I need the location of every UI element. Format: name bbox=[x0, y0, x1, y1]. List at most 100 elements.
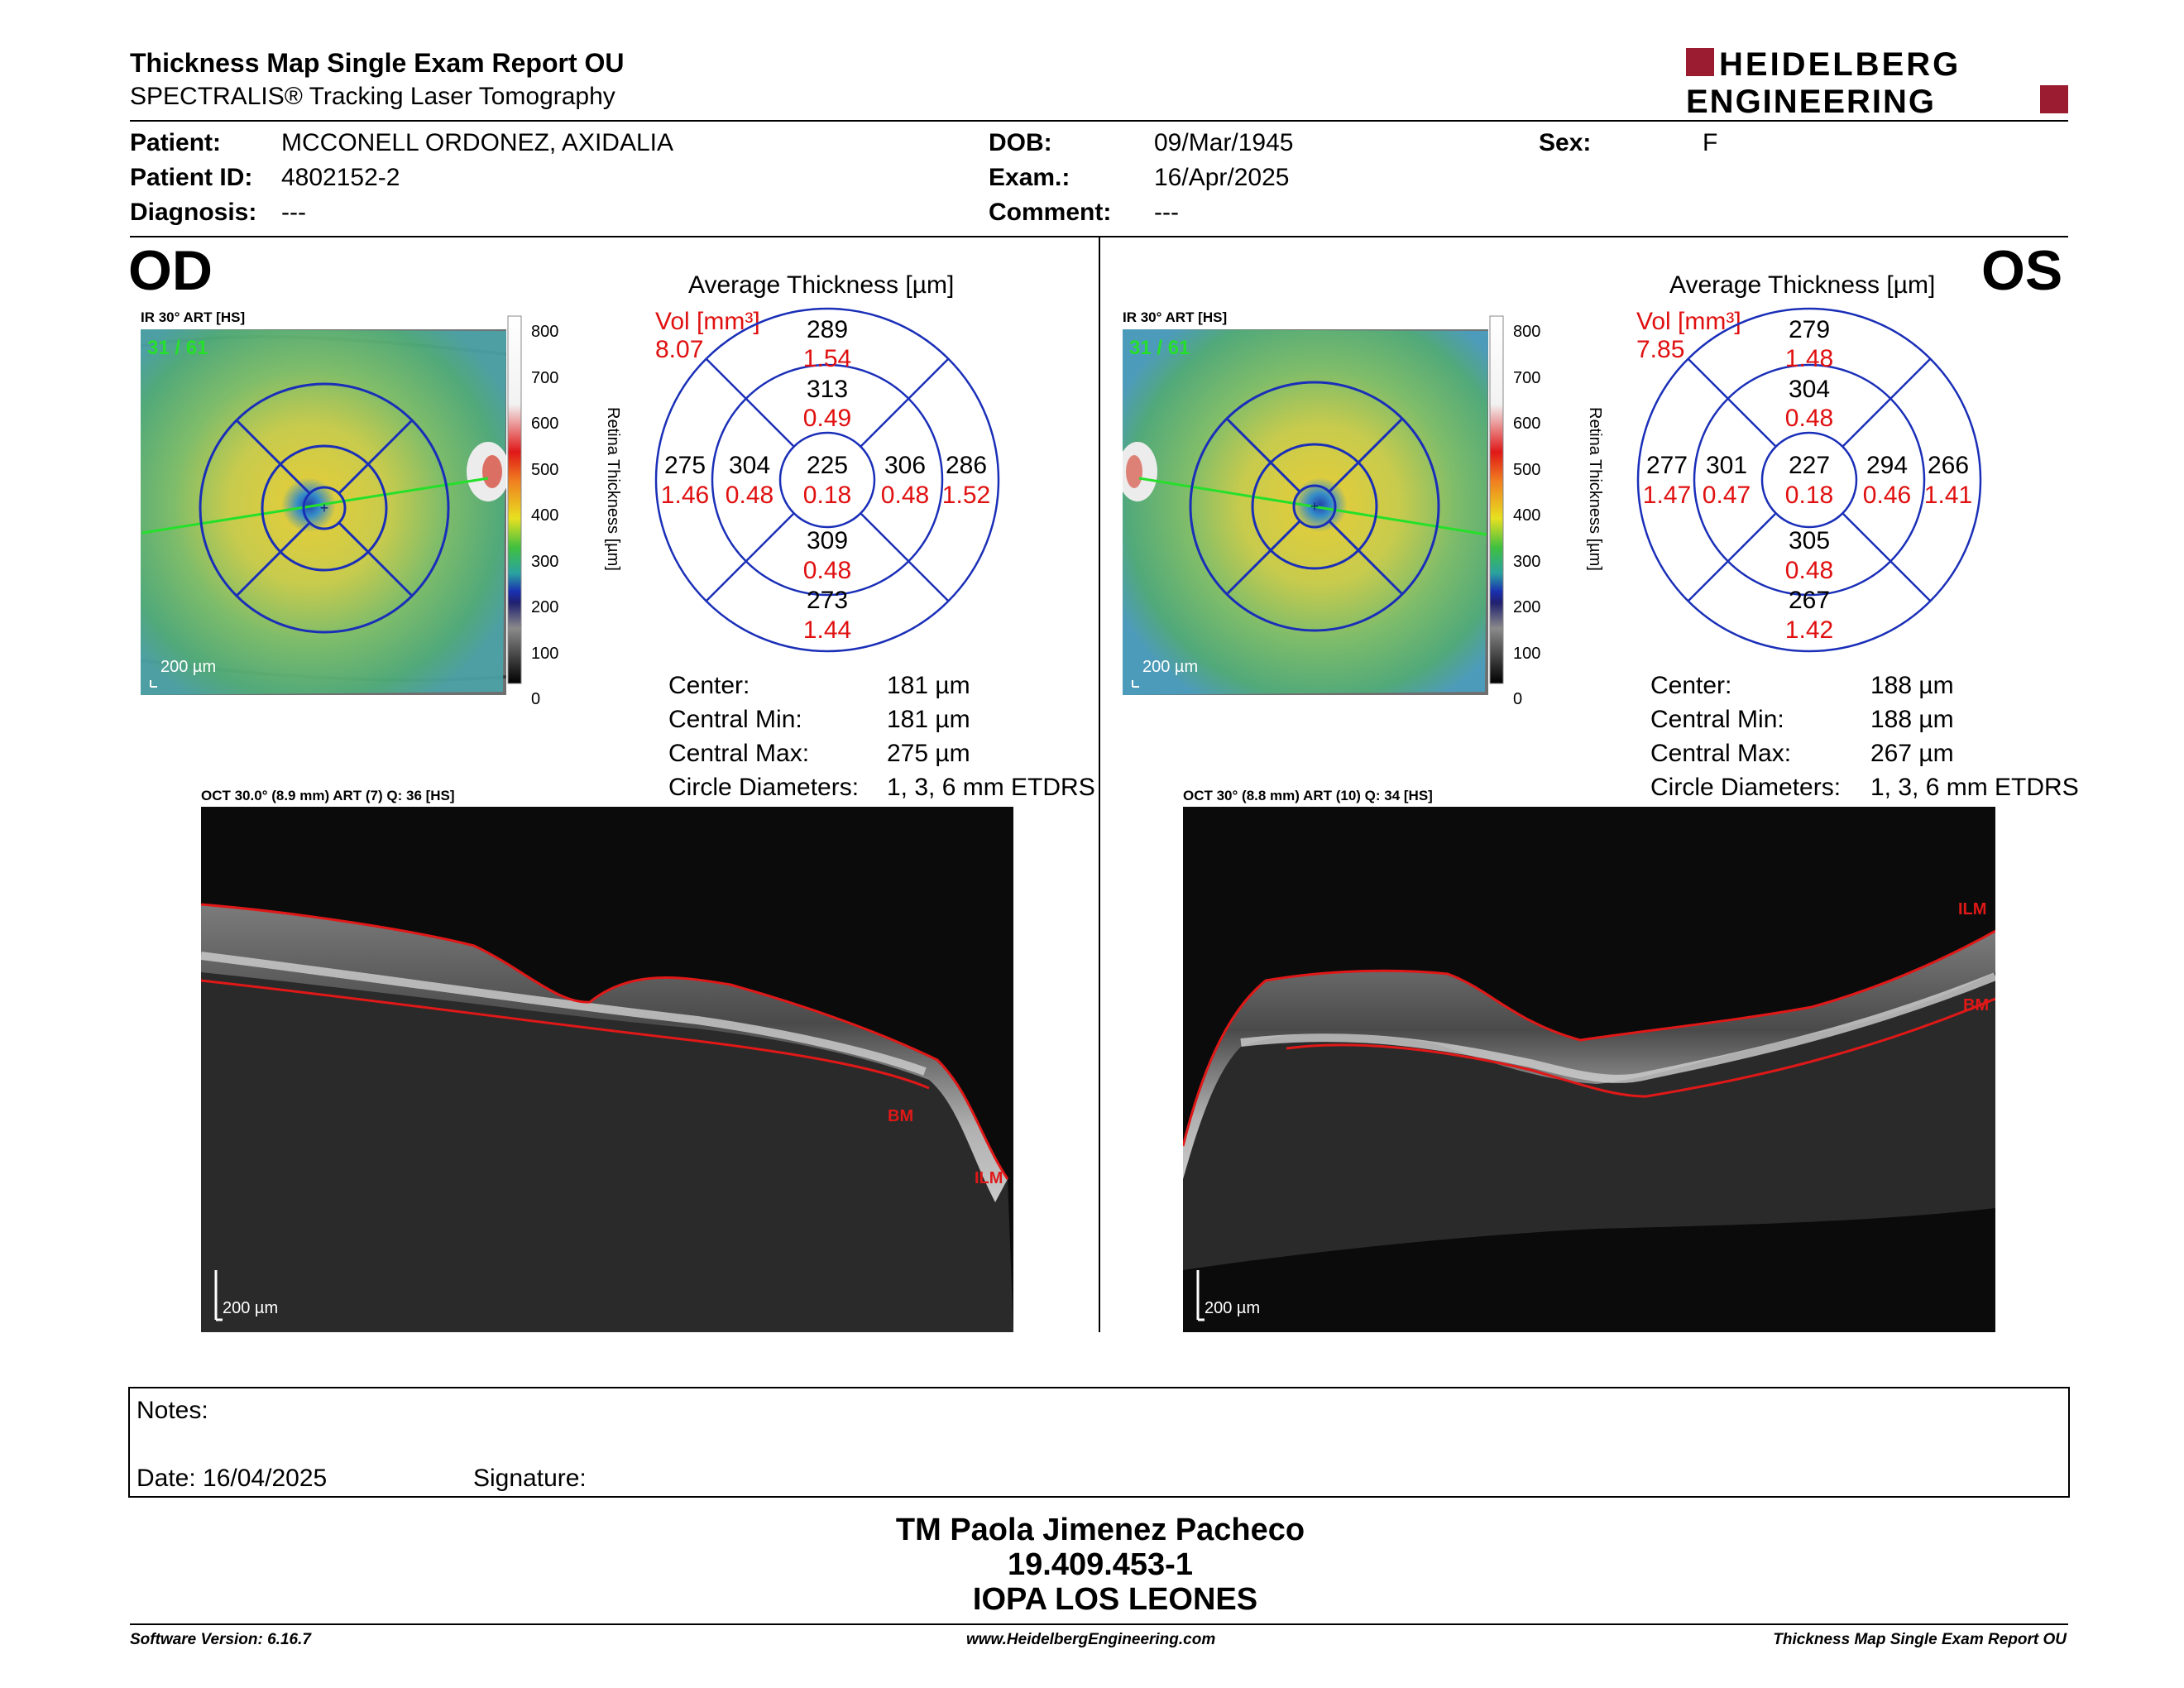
os-fundus-thickness-map: + 31 / 61 200 µm bbox=[1118, 329, 1488, 695]
od-vol-total: 8.07 bbox=[655, 336, 704, 363]
notes-box[interactable]: Notes: Date: 16/04/2025 Signature: bbox=[128, 1387, 2070, 1498]
os-stats-values: 188 µm 188 µm 267 µm 1, 3, 6 mm ETDRS bbox=[1870, 669, 2079, 804]
os-cbar-tick: 400 bbox=[1513, 506, 1541, 525]
os-cbar-tick: 700 bbox=[1513, 368, 1541, 387]
od-stat-label: Circle Diameters: bbox=[668, 774, 860, 801]
od-colorbar-ticks: 800 700 600 500 400 300 200 100 0 bbox=[531, 309, 558, 723]
website-link[interactable]: www.HeidelbergEngineering.com bbox=[966, 1631, 1216, 1648]
header-divider bbox=[130, 120, 2068, 122]
os-inner-inf: 305 bbox=[1789, 527, 1830, 554]
os-cbar-tick: 200 bbox=[1513, 598, 1541, 616]
os-eye-label: OS bbox=[1981, 239, 2063, 302]
footer-report-name: Thickness Map Single Exam Report OU bbox=[1773, 1631, 2067, 1648]
os-etdrs-grid: 279 1.48 304 0.48 227 0.18 277 1.47 301 … bbox=[1636, 306, 1983, 654]
os-ir-scale-bar: 200 µm bbox=[1142, 658, 1198, 676]
od-cbar-tick: 600 bbox=[531, 415, 559, 433]
os-ir-label: IR 30° ART [HS] bbox=[1123, 309, 1228, 325]
os-cbar-tick: 500 bbox=[1513, 460, 1541, 479]
signature-label: Signature: bbox=[473, 1465, 587, 1492]
os-colorbar-ticks: 800 700 600 500 400 300 200 100 0 bbox=[1513, 309, 1540, 723]
os-oct-scale: 200 µm bbox=[1205, 1299, 1260, 1317]
os-stat-value: 188 µm bbox=[1870, 706, 1954, 733]
os-cbar-tick: 0 bbox=[1513, 690, 1523, 708]
os-outer-nas: 266 bbox=[1928, 452, 1969, 479]
od-outer-inf: 273 bbox=[807, 587, 848, 614]
od-outer-temp: 275 bbox=[664, 452, 706, 479]
od-cbar-tick: 100 bbox=[531, 644, 559, 663]
os-cbar-tick: 300 bbox=[1513, 552, 1541, 571]
od-outer-nas-vol: 1.52 bbox=[942, 482, 990, 509]
od-stat-label: Central Max: bbox=[668, 740, 810, 767]
od-inner-temp-vol: 0.48 bbox=[726, 482, 774, 509]
patient-divider bbox=[130, 236, 2068, 237]
od-cbar-tick: 800 bbox=[531, 323, 559, 341]
heidelberg-logo: HEIDELBERG ENGINEERING bbox=[1686, 43, 2068, 120]
dob-value: 09/Mar/1945 bbox=[1154, 129, 1294, 156]
os-center-vol: 0.18 bbox=[1785, 482, 1833, 509]
diagnosis-value: --- bbox=[281, 199, 306, 226]
svg-text:+: + bbox=[320, 500, 329, 516]
os-vol-total: 7.85 bbox=[1636, 336, 1685, 363]
os-ilm-label: ILM bbox=[1958, 900, 1986, 918]
od-eye-label: OD bbox=[128, 239, 213, 302]
eye-divider bbox=[1099, 237, 1100, 1332]
od-cbar-tick: 500 bbox=[531, 460, 559, 479]
os-stat-value: 1, 3, 6 mm ETDRS bbox=[1870, 774, 2079, 801]
od-center: 225 bbox=[807, 452, 848, 479]
od-stats-labels: Center: Central Min: Central Max: Circle… bbox=[668, 669, 859, 804]
od-inner-inf-vol: 0.48 bbox=[803, 557, 851, 584]
od-oct-bscan: BM ILM 200 µm bbox=[201, 807, 1013, 1332]
os-inner-inf-vol: 0.48 bbox=[1785, 557, 1833, 584]
logo-line1: HEIDELBERG bbox=[1719, 46, 1961, 83]
patient-id: 4802152-2 bbox=[281, 164, 400, 191]
report-subtitle: SPECTRALIS® Tracking Laser Tomography bbox=[130, 83, 615, 110]
os-ir-counter: 31 / 61 bbox=[1129, 337, 1190, 359]
sex-label: Sex: bbox=[1539, 129, 1592, 156]
os-stat-label: Center: bbox=[1650, 672, 1732, 699]
od-cbar-tick: 300 bbox=[531, 552, 559, 571]
os-outer-sup: 279 bbox=[1789, 316, 1830, 343]
os-outer-sup-vol: 1.48 bbox=[1785, 345, 1833, 372]
patient-label: Patient: bbox=[130, 129, 222, 156]
signer-id: 19.409.453-1 bbox=[1008, 1547, 1193, 1582]
os-stat-value: 188 µm bbox=[1870, 672, 1954, 699]
od-stats-values: 181 µm 181 µm 275 µm 1, 3, 6 mm ETDRS bbox=[887, 669, 1095, 804]
od-cbar-tick: 700 bbox=[531, 368, 559, 387]
os-stat-label: Circle Diameters: bbox=[1650, 774, 1842, 801]
od-stat-value: 275 µm bbox=[887, 740, 970, 767]
od-inner-temp: 304 bbox=[729, 452, 770, 479]
od-cbar-tick: 200 bbox=[531, 598, 559, 616]
od-cbar-tick: 0 bbox=[531, 690, 541, 708]
exam-label: Exam.: bbox=[989, 164, 1070, 191]
os-cbar-tick: 100 bbox=[1513, 644, 1541, 663]
od-fundus-thickness-map: + 31 / 61 200 µm bbox=[140, 329, 510, 695]
od-oct-label: OCT 30.0° (8.9 mm) ART (7) Q: 36 [HS] bbox=[201, 788, 455, 803]
notes-label: Notes: bbox=[136, 1397, 208, 1424]
os-inner-nas-vol: 0.46 bbox=[1863, 482, 1911, 509]
os-stat-label: Central Min: bbox=[1650, 706, 1784, 733]
os-cbar-tick: 600 bbox=[1513, 415, 1541, 433]
os-stats-labels: Center: Central Min: Central Max: Circle… bbox=[1650, 669, 1841, 804]
od-stat-label: Center: bbox=[668, 672, 750, 699]
logo-line2: ENGINEERING bbox=[1686, 84, 1936, 119]
software-version: Software Version: 6.16.7 bbox=[130, 1631, 311, 1648]
od-colorbar: 800 700 600 500 400 300 200 100 0 Retina… bbox=[506, 314, 639, 708]
od-ir-counter: 31 / 61 bbox=[147, 337, 208, 359]
patient-id-label: Patient ID: bbox=[130, 164, 253, 191]
od-etdrs-grid: 289 1.54 313 0.49 225 0.18 275 1.46 304 … bbox=[654, 306, 1001, 654]
comment-value: --- bbox=[1154, 199, 1179, 226]
os-colorbar-title: Retina Thickness [µm] bbox=[1586, 407, 1604, 571]
od-outer-temp-vol: 1.46 bbox=[661, 482, 709, 509]
os-oct-bscan: ILM BM 200 µm bbox=[1183, 807, 1995, 1332]
os-oct-label: OCT 30° (8.8 mm) ART (10) Q: 34 [HS] bbox=[1183, 788, 1433, 803]
os-inner-temp: 301 bbox=[1706, 452, 1747, 479]
od-bm-label: BM bbox=[888, 1107, 913, 1125]
os-outer-nas-vol: 1.41 bbox=[1924, 482, 1972, 509]
svg-text:+: + bbox=[1310, 498, 1320, 515]
od-inner-sup: 313 bbox=[807, 376, 848, 403]
od-outer-sup-vol: 1.54 bbox=[803, 345, 851, 372]
footer-divider bbox=[130, 1623, 2068, 1625]
os-inner-temp-vol: 0.47 bbox=[1703, 482, 1751, 509]
signer-name: TM Paola Jimenez Pacheco bbox=[895, 1513, 1305, 1547]
os-outer-inf-vol: 1.42 bbox=[1785, 616, 1833, 644]
